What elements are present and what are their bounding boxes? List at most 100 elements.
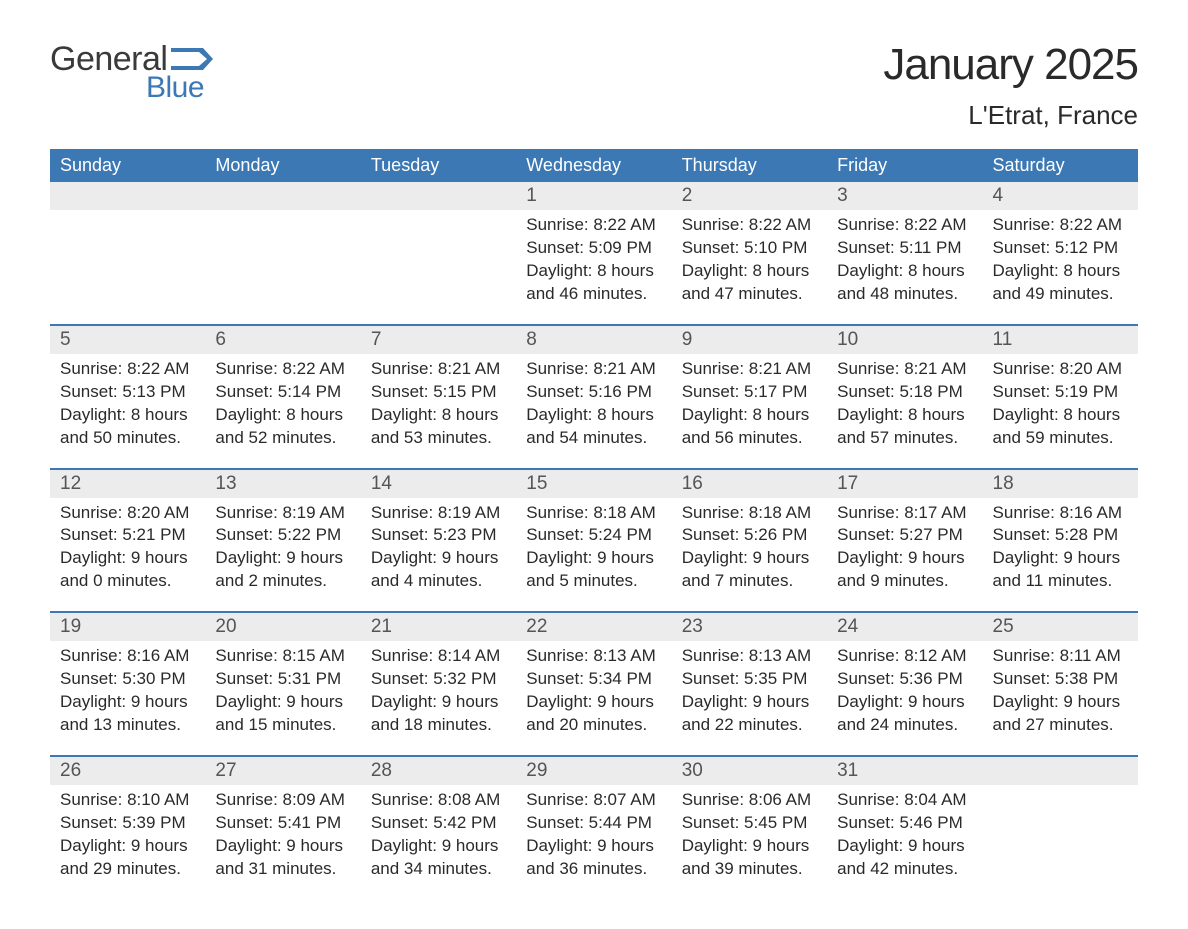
day-content: Sunrise: 8:13 AMSunset: 5:35 PMDaylight:… — [672, 641, 827, 737]
daylight-line-2: and 24 minutes. — [837, 714, 972, 737]
daylight-line-2: and 29 minutes. — [60, 858, 195, 881]
day-cell: 1Sunrise: 8:22 AMSunset: 5:09 PMDaylight… — [516, 182, 671, 325]
daylight-line-1: Daylight: 9 hours — [526, 547, 661, 570]
daylight-line-1: Daylight: 9 hours — [682, 691, 817, 714]
calendar-body: 1Sunrise: 8:22 AMSunset: 5:09 PMDaylight… — [50, 182, 1138, 899]
sunrise-line: Sunrise: 8:16 AM — [60, 645, 195, 668]
daylight-line-1: Daylight: 9 hours — [60, 547, 195, 570]
daylight-line-1: Daylight: 9 hours — [993, 547, 1128, 570]
day-number: 10 — [827, 326, 982, 354]
sunrise-line: Sunrise: 8:09 AM — [215, 789, 350, 812]
daylight-line-2: and 52 minutes. — [215, 427, 350, 450]
sunrise-line: Sunrise: 8:19 AM — [371, 502, 506, 525]
daylight-line-2: and 34 minutes. — [371, 858, 506, 881]
day-content: Sunrise: 8:11 AMSunset: 5:38 PMDaylight:… — [983, 641, 1138, 737]
sunset-line: Sunset: 5:11 PM — [837, 237, 972, 260]
sunrise-line: Sunrise: 8:21 AM — [371, 358, 506, 381]
daynum-band: 29 — [516, 757, 671, 785]
daylight-line-1: Daylight: 9 hours — [837, 835, 972, 858]
day-content: Sunrise: 8:21 AMSunset: 5:18 PMDaylight:… — [827, 354, 982, 450]
daylight-line-2: and 46 minutes. — [526, 283, 661, 306]
daylight-line-1: Daylight: 8 hours — [526, 404, 661, 427]
daynum-band: 3 — [827, 182, 982, 210]
daylight-line-1: Daylight: 9 hours — [60, 835, 195, 858]
daylight-line-2: and 20 minutes. — [526, 714, 661, 737]
sunset-line: Sunset: 5:19 PM — [993, 381, 1128, 404]
daylight-line-2: and 18 minutes. — [371, 714, 506, 737]
daylight-line-2: and 31 minutes. — [215, 858, 350, 881]
day-content: Sunrise: 8:12 AMSunset: 5:36 PMDaylight:… — [827, 641, 982, 737]
day-cell: 24Sunrise: 8:12 AMSunset: 5:36 PMDayligh… — [827, 612, 982, 756]
sunrise-line: Sunrise: 8:19 AM — [215, 502, 350, 525]
daynum-band: 7 — [361, 326, 516, 354]
day-content: Sunrise: 8:18 AMSunset: 5:24 PMDaylight:… — [516, 498, 671, 594]
day-number: 15 — [516, 470, 671, 498]
sunrise-line: Sunrise: 8:20 AM — [60, 502, 195, 525]
daylight-line-2: and 50 minutes. — [60, 427, 195, 450]
calendar-table: Sunday Monday Tuesday Wednesday Thursday… — [50, 149, 1138, 899]
sunrise-line: Sunrise: 8:22 AM — [526, 214, 661, 237]
sunset-line: Sunset: 5:18 PM — [837, 381, 972, 404]
daynum-band: 17 — [827, 470, 982, 498]
sunrise-line: Sunrise: 8:13 AM — [682, 645, 817, 668]
day-number: 13 — [205, 470, 360, 498]
sunrise-line: Sunrise: 8:18 AM — [682, 502, 817, 525]
daynum-band: 12 — [50, 470, 205, 498]
day-cell: 23Sunrise: 8:13 AMSunset: 5:35 PMDayligh… — [672, 612, 827, 756]
daylight-line-1: Daylight: 8 hours — [682, 260, 817, 283]
daynum-band: 27 — [205, 757, 360, 785]
day-content: Sunrise: 8:20 AMSunset: 5:21 PMDaylight:… — [50, 498, 205, 594]
sunrise-line: Sunrise: 8:20 AM — [993, 358, 1128, 381]
daylight-line-2: and 39 minutes. — [682, 858, 817, 881]
daylight-line-2: and 22 minutes. — [682, 714, 817, 737]
sunset-line: Sunset: 5:44 PM — [526, 812, 661, 835]
sunrise-line: Sunrise: 8:18 AM — [526, 502, 661, 525]
daynum-band: 25 — [983, 613, 1138, 641]
daylight-line-1: Daylight: 8 hours — [215, 404, 350, 427]
daylight-line-1: Daylight: 9 hours — [215, 691, 350, 714]
day-cell: 21Sunrise: 8:14 AMSunset: 5:32 PMDayligh… — [361, 612, 516, 756]
daylight-line-2: and 13 minutes. — [60, 714, 195, 737]
day-cell: 8Sunrise: 8:21 AMSunset: 5:16 PMDaylight… — [516, 325, 671, 469]
sunset-line: Sunset: 5:17 PM — [682, 381, 817, 404]
day-content: Sunrise: 8:21 AMSunset: 5:16 PMDaylight:… — [516, 354, 671, 450]
day-content: Sunrise: 8:22 AMSunset: 5:09 PMDaylight:… — [516, 210, 671, 306]
day-cell: 30Sunrise: 8:06 AMSunset: 5:45 PMDayligh… — [672, 756, 827, 899]
sunset-line: Sunset: 5:14 PM — [215, 381, 350, 404]
empty-daynum-band — [361, 182, 516, 210]
day-cell: 31Sunrise: 8:04 AMSunset: 5:46 PMDayligh… — [827, 756, 982, 899]
empty-daynum-band — [205, 182, 360, 210]
day-cell: 4Sunrise: 8:22 AMSunset: 5:12 PMDaylight… — [983, 182, 1138, 325]
sunrise-line: Sunrise: 8:16 AM — [993, 502, 1128, 525]
sunset-line: Sunset: 5:10 PM — [682, 237, 817, 260]
day-header: Monday — [205, 149, 360, 182]
sunrise-line: Sunrise: 8:10 AM — [60, 789, 195, 812]
sunset-line: Sunset: 5:21 PM — [60, 524, 195, 547]
sunrise-line: Sunrise: 8:22 AM — [215, 358, 350, 381]
sunset-line: Sunset: 5:45 PM — [682, 812, 817, 835]
empty-daynum-band — [50, 182, 205, 210]
daynum-band: 21 — [361, 613, 516, 641]
day-cell — [361, 182, 516, 325]
day-content: Sunrise: 8:22 AMSunset: 5:11 PMDaylight:… — [827, 210, 982, 306]
day-number: 31 — [827, 757, 982, 785]
sunset-line: Sunset: 5:27 PM — [837, 524, 972, 547]
sunset-line: Sunset: 5:46 PM — [837, 812, 972, 835]
logo-text-blue: Blue — [146, 71, 204, 105]
sunset-line: Sunset: 5:42 PM — [371, 812, 506, 835]
daylight-line-2: and 48 minutes. — [837, 283, 972, 306]
day-header-row: Sunday Monday Tuesday Wednesday Thursday… — [50, 149, 1138, 182]
day-cell: 7Sunrise: 8:21 AMSunset: 5:15 PMDaylight… — [361, 325, 516, 469]
daylight-line-1: Daylight: 8 hours — [682, 404, 817, 427]
day-content: Sunrise: 8:09 AMSunset: 5:41 PMDaylight:… — [205, 785, 360, 881]
sunrise-line: Sunrise: 8:22 AM — [60, 358, 195, 381]
daylight-line-2: and 49 minutes. — [993, 283, 1128, 306]
day-cell: 3Sunrise: 8:22 AMSunset: 5:11 PMDaylight… — [827, 182, 982, 325]
day-number: 30 — [672, 757, 827, 785]
daynum-band: 16 — [672, 470, 827, 498]
day-header: Saturday — [983, 149, 1138, 182]
sunset-line: Sunset: 5:23 PM — [371, 524, 506, 547]
daynum-band: 24 — [827, 613, 982, 641]
sunset-line: Sunset: 5:31 PM — [215, 668, 350, 691]
day-cell: 15Sunrise: 8:18 AMSunset: 5:24 PMDayligh… — [516, 469, 671, 613]
